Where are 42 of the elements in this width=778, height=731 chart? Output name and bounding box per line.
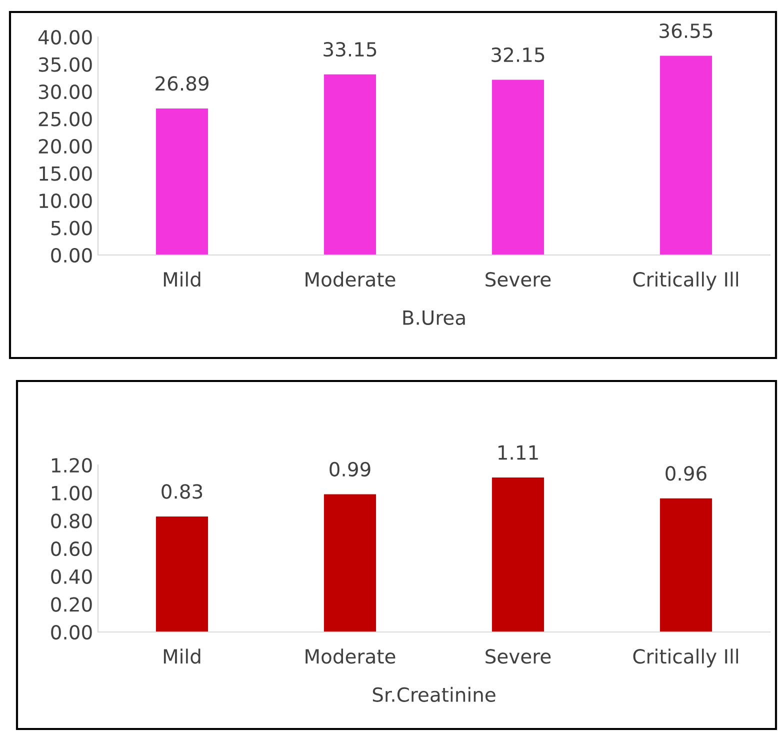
y-tick-label: 0.80 [51,514,92,528]
bar [660,56,712,255]
data-label: 0.96 [666,466,706,481]
y-tick-label: 30.00 [38,84,92,100]
data-label: 32.15 [492,47,544,62]
y-tick-label: 1.00 [52,486,92,500]
data-label: 33.15 [324,42,376,57]
x-tick-label: Critically Ill [633,648,738,668]
y-tick-label: 1.20 [52,458,92,473]
y-tick-label: 0.00 [51,624,92,640]
y-tick-label: 0.60 [51,541,92,556]
x-axis-title: Sr.Creatinine [372,686,496,702]
y-tick-label: 20.00 [38,138,92,154]
bar [156,108,208,255]
x-tick-label: Severe [486,272,551,287]
bar [324,494,376,632]
data-label: 0.99 [330,462,370,477]
x-tick-label: Critically Ill [633,272,738,290]
bar [156,516,208,632]
data-label: 1.11 [498,445,538,460]
data-label: 26.89 [156,76,208,91]
x-tick-label: Moderate [306,648,396,664]
bar [492,478,544,632]
x-tick-label: Severe [486,649,551,664]
bar [660,498,712,632]
x-tick-label: Mild [164,272,200,287]
x-tick-label: Moderate [306,272,396,287]
y-tick-label: 0.00 [51,248,92,263]
y-tick-label: 0.20 [51,597,92,612]
x-axis-title: B.Urea [403,310,465,325]
y-tick-label: 25.00 [38,112,92,126]
y-tick-label: 15.00 [40,166,92,181]
y-tick-label: 40.00 [38,30,92,45]
y-tick-label: 5.00 [51,220,92,236]
data-label: 0.83 [162,484,202,499]
data-label: 36.55 [660,23,712,38]
y-tick-label: 10.00 [40,193,92,208]
bar [324,74,376,255]
y-tick-label: 0.40 [51,569,92,584]
y-tick-label: 35.00 [38,57,92,72]
bar [492,80,544,255]
x-tick-label: Mild [164,648,200,664]
